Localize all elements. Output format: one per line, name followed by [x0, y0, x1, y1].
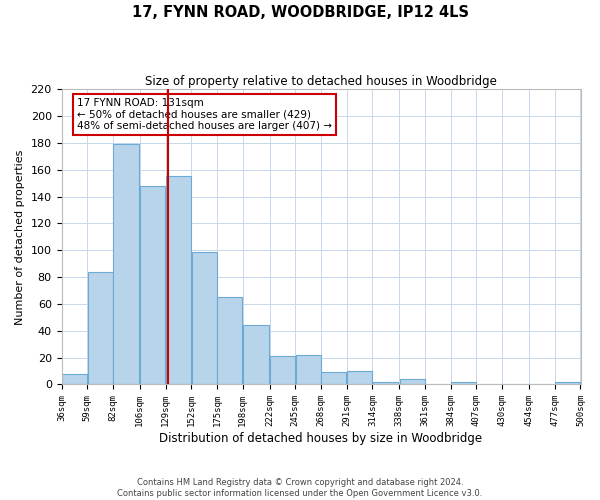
Bar — [270, 356, 295, 384]
Bar — [62, 374, 87, 384]
X-axis label: Distribution of detached houses by size in Woodbridge: Distribution of detached houses by size … — [160, 432, 482, 445]
Bar — [88, 272, 113, 384]
Text: 17, FYNN ROAD, WOODBRIDGE, IP12 4LS: 17, FYNN ROAD, WOODBRIDGE, IP12 4LS — [131, 5, 469, 20]
Bar — [322, 372, 346, 384]
Bar — [451, 382, 476, 384]
Bar — [555, 382, 580, 384]
Bar — [243, 326, 269, 384]
Bar — [347, 371, 372, 384]
Bar — [373, 382, 398, 384]
Bar — [192, 252, 217, 384]
Text: Contains HM Land Registry data © Crown copyright and database right 2024.
Contai: Contains HM Land Registry data © Crown c… — [118, 478, 482, 498]
Bar — [217, 297, 242, 384]
Bar — [296, 355, 320, 384]
Bar — [400, 379, 425, 384]
Bar — [140, 186, 165, 384]
Title: Size of property relative to detached houses in Woodbridge: Size of property relative to detached ho… — [145, 75, 497, 88]
Y-axis label: Number of detached properties: Number of detached properties — [15, 149, 25, 324]
Bar — [166, 176, 191, 384]
Bar — [113, 144, 139, 384]
Text: 17 FYNN ROAD: 131sqm
← 50% of detached houses are smaller (429)
48% of semi-deta: 17 FYNN ROAD: 131sqm ← 50% of detached h… — [77, 98, 332, 131]
